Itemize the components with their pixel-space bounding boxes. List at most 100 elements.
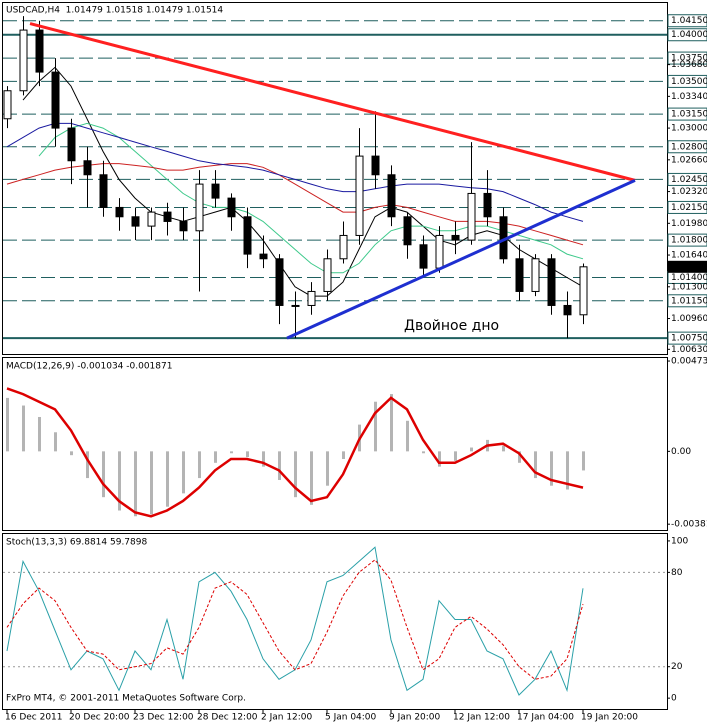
y-tick-label: 1.04000 [671, 30, 707, 40]
candle-body [243, 216, 252, 255]
candle-body [403, 216, 412, 246]
price-tag-label: 1.01514 [671, 262, 707, 272]
y-tick-label: 80 [671, 568, 683, 578]
macd-bar [454, 451, 457, 461]
candle-body [131, 216, 140, 227]
tick-box [667, 140, 707, 154]
tick-box [667, 51, 707, 65]
macd-bar [566, 451, 569, 490]
x-tick-label: 20 Dec 20:00 [69, 713, 130, 723]
annotation: Двойное дно [404, 318, 499, 334]
price-title: USDCAD,H4 1.01479 1.01518 1.01479 1.0151… [6, 6, 223, 16]
macd-title: MACD(12,26,9) -0.001034 -0.001871 [6, 362, 172, 372]
macd-bar [246, 451, 249, 458]
y-tick-label: 100 [671, 536, 688, 546]
macd-bar [118, 451, 121, 511]
trendline [286, 179, 636, 340]
macd-bar [150, 451, 153, 515]
stoch-signal [6, 559, 584, 680]
y-tick-label: 1.03150 [671, 110, 707, 120]
y-tick-label: 1.03680 [671, 60, 707, 70]
y-tick-label: 1.03500 [671, 77, 707, 87]
stoch-title: Stoch(13,3,3) 69.8814 59.7898 [6, 538, 147, 548]
macd-bar [582, 451, 585, 471]
macd-bar [230, 451, 233, 454]
y-tick-label: 1.03000 [671, 124, 707, 134]
macd-bar [182, 451, 185, 494]
candle-body [515, 258, 524, 292]
candle-body [19, 29, 28, 92]
candle-body [579, 266, 588, 316]
candle-body [3, 90, 12, 120]
tick-box [667, 107, 707, 121]
y-tick-label: 1.03340 [671, 92, 707, 102]
macd-bar [422, 451, 425, 454]
y-tick-label: 0 [671, 694, 677, 704]
y-tick-label: 1.02320 [671, 187, 707, 197]
macd-bar [70, 451, 73, 456]
macd-bar [310, 451, 313, 505]
tick-box [667, 74, 707, 88]
candle-body [259, 253, 268, 260]
footer: FxPro MT4, © 2001-2011 MetaQuotes Softwa… [6, 694, 246, 704]
tick-box [667, 200, 707, 214]
x-tick-label: 19 Jan 20:00 [581, 713, 638, 723]
macd-bar [198, 451, 201, 479]
macd-bar [406, 420, 409, 452]
macd-bar [294, 451, 297, 498]
y-tick-label: 0.004731 [671, 357, 707, 367]
candle-body [355, 155, 364, 236]
candle-body [195, 183, 204, 232]
candle-body [419, 244, 428, 269]
y-tick-label: 1.00630 [671, 345, 707, 355]
macd-bar [534, 451, 537, 479]
macd-bar [86, 451, 89, 479]
y-tick-label: 1.03750 [671, 54, 707, 64]
macd-bar [342, 451, 345, 459]
y-tick-label: 0.00 [671, 447, 691, 457]
y-tick-label: 20 [671, 662, 683, 672]
macd-bar [166, 451, 169, 507]
x-tick-label: 16 Dec 2011 [5, 713, 63, 723]
candle-body [35, 29, 44, 73]
x-tick-label: 9 Jan 20:00 [389, 713, 441, 723]
candle-body [451, 234, 460, 241]
candle-body [67, 127, 76, 162]
macd-bar [326, 451, 329, 486]
macd-bar [54, 432, 57, 452]
macd-bar [502, 445, 505, 452]
tick-box [667, 233, 707, 247]
candle-body [371, 155, 380, 176]
y-tick-label: 1.01150 [671, 296, 707, 306]
macd-bar [390, 394, 393, 452]
y-tick-label: 1.00960 [671, 314, 707, 324]
candle-body [307, 290, 316, 306]
x-tick-label: 5 Jan 04:00 [325, 713, 377, 723]
macd-signal [6, 387, 584, 518]
candle-body [227, 197, 236, 218]
candle-body [547, 258, 556, 306]
candle-body [323, 258, 332, 292]
candle-body [179, 220, 188, 232]
y-tick-label: 1.02800 [671, 142, 707, 152]
candle-body [339, 234, 348, 260]
y-tick-label: 1.02450 [671, 175, 707, 185]
candle-body [435, 234, 444, 269]
tick-box [667, 172, 707, 186]
tick-box [667, 14, 707, 28]
x-tick-label: 23 Dec 12:00 [133, 713, 194, 723]
stoch-panel [2, 533, 668, 710]
moving-average [22, 66, 584, 297]
candle-body [387, 174, 396, 218]
macd-panel [2, 357, 668, 531]
trendline [29, 22, 636, 182]
y-tick-label: -0.003815 [671, 520, 707, 530]
macd-bar [38, 416, 41, 452]
price-tag [668, 260, 707, 273]
macd-bar [262, 451, 265, 467]
x-tick-label: 17 Jan 04:00 [517, 713, 574, 723]
macd-bar [214, 451, 217, 463]
y-tick-label: 1.01400 [671, 273, 707, 283]
